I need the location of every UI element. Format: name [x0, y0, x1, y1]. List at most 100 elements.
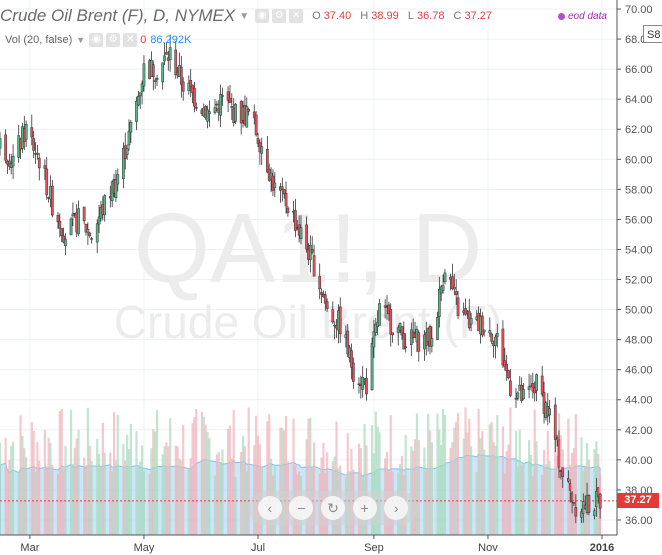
- candle-body: [378, 303, 381, 326]
- price-tick-label: 52.00: [625, 275, 653, 287]
- candle-body: [509, 380, 512, 396]
- volume-bar: [436, 413, 439, 535]
- volume-close-icon[interactable]: ✕: [123, 33, 138, 47]
- candle-body: [464, 308, 467, 315]
- volume-bar: [75, 438, 78, 535]
- volume-bar: [305, 439, 308, 535]
- candle-body: [221, 95, 224, 97]
- candle-body: [36, 152, 39, 155]
- symbol-title[interactable]: Crude Oil Brent (F), D, NYMEX: [0, 6, 236, 25]
- time-tick-label: 2016: [590, 542, 614, 554]
- candle-body: [142, 63, 146, 87]
- symbol-dropdown-icon[interactable]: ▼: [239, 10, 250, 22]
- volume-bar: [507, 444, 510, 535]
- candle-body: [294, 210, 297, 231]
- candle-body: [507, 370, 510, 379]
- volume-bar: [38, 460, 41, 535]
- volume-bar: [240, 451, 243, 535]
- volume-bar: [451, 442, 454, 535]
- reset-button[interactable]: ↻: [320, 496, 345, 520]
- candle-body: [234, 103, 237, 122]
- candle-body: [84, 224, 88, 233]
- price-tick-label: 46.00: [625, 365, 653, 377]
- settings-icon[interactable]: ⚙: [272, 9, 287, 23]
- volume-bar: [559, 435, 562, 535]
- volume-bar: [483, 449, 486, 535]
- candle-body: [247, 109, 251, 112]
- close-icon[interactable]: ✕: [289, 9, 304, 23]
- candle-body: [151, 64, 155, 78]
- volume-bar: [456, 412, 460, 535]
- candle-body: [245, 106, 249, 128]
- price-tick-label: 44.00: [625, 395, 653, 407]
- zoom-in-button[interactable]: +: [352, 496, 377, 520]
- candle-body: [103, 195, 107, 216]
- volume-bar: [462, 438, 465, 535]
- candle-body: [95, 223, 99, 243]
- volume-bar: [195, 408, 198, 535]
- candle-body: [136, 95, 140, 106]
- source-dot-icon: [558, 12, 565, 20]
- volume-bar: [490, 422, 493, 535]
- eye-icon[interactable]: ◉: [255, 9, 270, 23]
- volume-bar: [488, 424, 491, 535]
- candle-body: [69, 218, 73, 236]
- volume-bar: [533, 409, 536, 535]
- volume-bar: [58, 411, 61, 535]
- volume-bar: [97, 453, 101, 535]
- candle-body: [179, 66, 183, 85]
- candle-body: [37, 157, 41, 169]
- price-tick-label: 40.00: [625, 455, 653, 467]
- volume-bar: [150, 448, 153, 535]
- volume-bar: [309, 417, 312, 535]
- candle-body: [389, 309, 393, 335]
- volume-bar: [501, 426, 505, 535]
- volume-eye-icon[interactable]: ◉: [89, 33, 104, 47]
- symbol-box[interactable]: S8: [643, 25, 662, 43]
- volume-bar: [17, 471, 20, 535]
- price-tick-label: 36.00: [625, 515, 653, 527]
- candle-body: [86, 229, 90, 233]
- scroll-right-button[interactable]: ›: [384, 496, 409, 520]
- volume-bar: [531, 475, 534, 535]
- volume-bar: [438, 429, 441, 535]
- volume-bar: [522, 463, 525, 535]
- chart-navigation: ‹ − ↻ + ›: [248, 491, 418, 525]
- candle-body: [114, 179, 118, 199]
- volume-bar: [266, 421, 269, 535]
- volume-bar: [561, 449, 564, 535]
- volume-bar: [139, 461, 142, 535]
- candle-body: [273, 182, 277, 188]
- candle-body: [531, 383, 535, 392]
- volume-bar: [580, 437, 583, 535]
- price-tick-label: 62.00: [625, 124, 653, 136]
- volume-bar: [165, 442, 168, 535]
- zoom-out-button[interactable]: −: [289, 496, 314, 520]
- volume-settings-icon[interactable]: ⚙: [106, 33, 121, 47]
- price-tick-label: 48.00: [625, 335, 653, 347]
- volume-bar: [73, 447, 76, 535]
- volume-label[interactable]: Vol (20, false): [5, 34, 73, 46]
- volume-bar: [60, 408, 63, 535]
- time-tick-label: Sep: [364, 542, 384, 554]
- volume-bar: [505, 451, 508, 535]
- candle-body: [553, 404, 557, 440]
- candle-body: [469, 318, 473, 325]
- candle-body: [331, 309, 335, 323]
- time-tick-label: Nov: [478, 542, 498, 554]
- volume-bar: [268, 414, 271, 535]
- scroll-left-button[interactable]: ‹: [257, 496, 282, 520]
- candle-body: [346, 330, 350, 355]
- volume-bar: [423, 447, 426, 535]
- candle-body: [213, 107, 217, 113]
- volume-bar: [202, 416, 205, 535]
- volume-bar: [279, 427, 282, 535]
- volume-bar: [415, 413, 419, 535]
- candle-body: [436, 317, 439, 340]
- volume-dropdown-icon[interactable]: ▼: [76, 35, 86, 45]
- candle-body: [404, 346, 408, 348]
- volume-bar: [404, 434, 407, 535]
- candle-body: [58, 220, 62, 229]
- volume-bar: [69, 409, 73, 535]
